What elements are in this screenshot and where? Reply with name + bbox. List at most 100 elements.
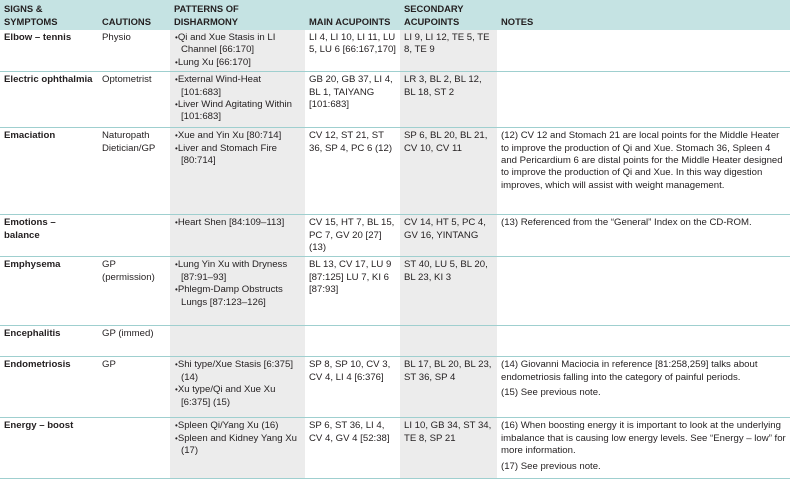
pattern-item: Liver and Stomach Fire [80:714] bbox=[174, 143, 301, 168]
caution-text: Dietician/GP bbox=[102, 142, 156, 154]
caution-text: GP (permission) bbox=[102, 259, 155, 283]
table-row: Emotions – balance Heart Shen [84:109–113… bbox=[0, 214, 790, 258]
main-acupoints-header: MAIN ACUPOINTS bbox=[305, 0, 400, 30]
patterns-cell: External Wind-Heat [101:683]Liver Wind A… bbox=[170, 71, 305, 129]
pattern-item: Heart Shen [84:109–113] bbox=[174, 217, 301, 229]
main-acupoints-text: LI 4, LI 10, LI 11, LU 5, LU 6 [66:167,1… bbox=[309, 32, 396, 56]
sign-cell: Electric ophthalmia bbox=[0, 71, 98, 129]
patterns-cell: Lung Yin Xu with Dryness [87:91–93]Phleg… bbox=[170, 256, 305, 327]
sign-cell: Encephalitis bbox=[0, 325, 98, 358]
main-acupoints-text: SP 6, ST 36, LI 4, CV 4, GV 4 [52:38] bbox=[309, 420, 390, 444]
table-row: Emphysema GP (permission) Lung Yin Xu with… bbox=[0, 256, 790, 327]
sign-cell: Emotions – balance bbox=[0, 214, 98, 258]
secondary-acupoints-cell: LR 3, BL 2, BL 12, BL 18, ST 2 bbox=[400, 71, 497, 129]
secondary-acupoints-cell: ST 40, LU 5, BL 20, BL 23, KI 3 bbox=[400, 256, 497, 327]
patterns-header: PATTERNS OF DISHARMONY bbox=[170, 0, 305, 30]
sign-text: Emphysema bbox=[4, 259, 61, 271]
secondary-acupoints-text: CV 14, HT 5, PC 4, GV 16, YINTANG bbox=[404, 217, 486, 241]
patterns-cell: Xue and Yin Xu [80:714]Liver and Stomach… bbox=[170, 127, 305, 216]
caution-text: Physio bbox=[102, 32, 131, 43]
note-text: (12) CV 12 and Stomach 21 are local poin… bbox=[501, 130, 783, 191]
main-acupoints-text: BL 13, CV 17, LU 9 [87:125] LU 7, KI 6 [… bbox=[309, 259, 392, 296]
note-text: (14) Giovanni Maciocia in reference [81:… bbox=[501, 359, 758, 383]
notes-cell: (12) CV 12 and Stomach 21 are local poin… bbox=[497, 127, 790, 216]
main-acupoints-text: CV 12, ST 21, ST 36, SP 4, PC 6 (12) bbox=[309, 130, 393, 154]
cautions-cell bbox=[98, 417, 170, 479]
sign-text: Elbow – tennis bbox=[4, 32, 72, 43]
main-acupoints-cell: SP 8, SP 10, CV 3, CV 4, LI 4 [6:376] bbox=[305, 356, 400, 419]
secondary-acupoints-cell: CV 14, HT 5, PC 4, GV 16, YINTANG bbox=[400, 214, 497, 258]
table-row: Encephalitis GP (immed) bbox=[0, 325, 790, 358]
secondary-acupoints-text: LR 3, BL 2, BL 12, BL 18, ST 2 bbox=[404, 74, 482, 98]
note-text: (17) See previous note. bbox=[501, 460, 601, 472]
main-acupoints-text: SP 8, SP 10, CV 3, CV 4, LI 4 [6:376] bbox=[309, 359, 391, 383]
cautions-cell: Optometrist bbox=[98, 71, 170, 129]
cautions-cell: Physio bbox=[98, 30, 170, 73]
patterns-cell: Spleen Qi/Yang Xu (16)Spleen and Kidney … bbox=[170, 417, 305, 479]
main-acupoints-text: GB 20, GB 37, LI 4, BL 1, TAIYANG [101:6… bbox=[309, 74, 393, 111]
pattern-item: Lung Yin Xu with Dryness [87:91–93] bbox=[174, 259, 301, 284]
notes-cell: (14) Giovanni Maciocia in reference [81:… bbox=[497, 356, 790, 419]
pattern-item: External Wind-Heat [101:683] bbox=[174, 74, 301, 99]
caution-text: GP bbox=[102, 359, 116, 371]
pattern-item: Lung Xu [66:170] bbox=[174, 57, 301, 69]
notes-cell: (16) When boosting energy it is importan… bbox=[497, 417, 790, 479]
cautions-header: CAUTIONS bbox=[98, 0, 170, 30]
pattern-item: Phlegm-Damp Obstructs Lungs [87:123–126] bbox=[174, 284, 301, 309]
secondary-acupoints-text: BL 17, BL 20, BL 23, ST 36, SP 4 bbox=[404, 359, 492, 383]
signs-header: SIGNS & SYMPTOMS bbox=[0, 0, 98, 30]
sign-cell: Elbow – tennis bbox=[0, 30, 98, 73]
main-acupoints-text: CV 15, HT 7, BL 15, PC 7, GV 20 [27] (13… bbox=[309, 217, 395, 254]
table-header: SIGNS & SYMPTOMS CAUTIONS PATTERNS OF DISH… bbox=[0, 0, 790, 30]
table-row: Energy – boost Spleen Qi/Yang Xu (16)Sple… bbox=[0, 417, 790, 479]
sign-cell: Endometriosis bbox=[0, 356, 98, 419]
main-acupoints-cell: GB 20, GB 37, LI 4, BL 1, TAIYANG [101:6… bbox=[305, 71, 400, 129]
main-acupoints-cell: BL 13, CV 17, LU 9 [87:125] LU 7, KI 6 [… bbox=[305, 256, 400, 327]
main-acupoints-cell: SP 6, ST 36, LI 4, CV 4, GV 4 [52:38] bbox=[305, 417, 400, 479]
notes-header: NOTES bbox=[497, 0, 790, 30]
table-row: Endometriosis GP Shi type/Xue Stasis [6:37… bbox=[0, 356, 790, 419]
sign-text: Endometriosis bbox=[4, 359, 71, 371]
pattern-item: Spleen Qi/Yang Xu (16) bbox=[174, 420, 301, 432]
secondary-acupoints-cell bbox=[400, 325, 497, 358]
caution-text: Optometrist bbox=[102, 74, 152, 86]
sign-text: Energy – boost bbox=[4, 420, 74, 432]
notes-cell: (13) Referenced from the “General” Index… bbox=[497, 214, 790, 258]
sign-cell: Energy – boost bbox=[0, 417, 98, 479]
sign-text: Emotions – balance bbox=[4, 217, 56, 241]
note-text: (13) Referenced from the “General” Index… bbox=[501, 217, 752, 229]
patterns-cell: Shi type/Xue Stasis [6:375] (14)Xu type/… bbox=[170, 356, 305, 419]
secondary-acupoints-cell: LI 9, LI 12, TE 5, TE 8, TE 9 bbox=[400, 30, 497, 73]
cautions-cell: Naturopath Dietician/GP bbox=[98, 127, 170, 216]
notes-cell bbox=[497, 30, 790, 73]
sign-cell: Emphysema bbox=[0, 256, 98, 327]
patterns-cell: Heart Shen [84:109–113] bbox=[170, 214, 305, 258]
sign-cell: Emaciation bbox=[0, 127, 98, 216]
main-acupoints-cell: CV 12, ST 21, ST 36, SP 4, PC 6 (12) bbox=[305, 127, 400, 216]
secondary-acupoints-header: SECONDARY ACUPOINTS bbox=[400, 0, 497, 30]
note-text: (16) When boosting energy it is importan… bbox=[501, 420, 786, 457]
sign-text: Encephalitis bbox=[4, 328, 61, 340]
pattern-item: Qi and Xue Stasis in LI Channel [66:170] bbox=[174, 32, 301, 57]
pattern-item: Xu type/Qi and Xue Xu [6:375] (15) bbox=[174, 384, 301, 409]
table-row: Elbow – tennis Physio Qi and Xue Stasis in… bbox=[0, 30, 790, 73]
caution-text: Naturopath bbox=[102, 130, 150, 142]
cautions-cell: GP bbox=[98, 356, 170, 419]
pattern-item: Xue and Yin Xu [80:714] bbox=[174, 130, 301, 142]
secondary-acupoints-cell: BL 17, BL 20, BL 23, ST 36, SP 4 bbox=[400, 356, 497, 419]
secondary-acupoints-cell: SP 6, BL 20, BL 21, CV 10, CV 11 bbox=[400, 127, 497, 216]
main-acupoints-cell bbox=[305, 325, 400, 358]
patterns-cell: Qi and Xue Stasis in LI Channel [66:170]… bbox=[170, 30, 305, 73]
caution-text: GP (immed) bbox=[102, 328, 154, 340]
cautions-cell: GP (immed) bbox=[98, 325, 170, 358]
sign-text: Electric ophthalmia bbox=[4, 74, 93, 86]
secondary-acupoints-text: ST 40, LU 5, BL 20, BL 23, KI 3 bbox=[404, 259, 488, 283]
main-acupoints-cell: LI 4, LI 10, LI 11, LU 5, LU 6 [66:167,1… bbox=[305, 30, 400, 73]
notes-cell bbox=[497, 71, 790, 129]
notes-cell bbox=[497, 256, 790, 327]
main-acupoints-cell: CV 15, HT 7, BL 15, PC 7, GV 20 [27] (13… bbox=[305, 214, 400, 258]
secondary-acupoints-text: SP 6, BL 20, BL 21, CV 10, CV 11 bbox=[404, 130, 488, 154]
pattern-item: Liver Wind Agitating Within [101:683] bbox=[174, 99, 301, 124]
